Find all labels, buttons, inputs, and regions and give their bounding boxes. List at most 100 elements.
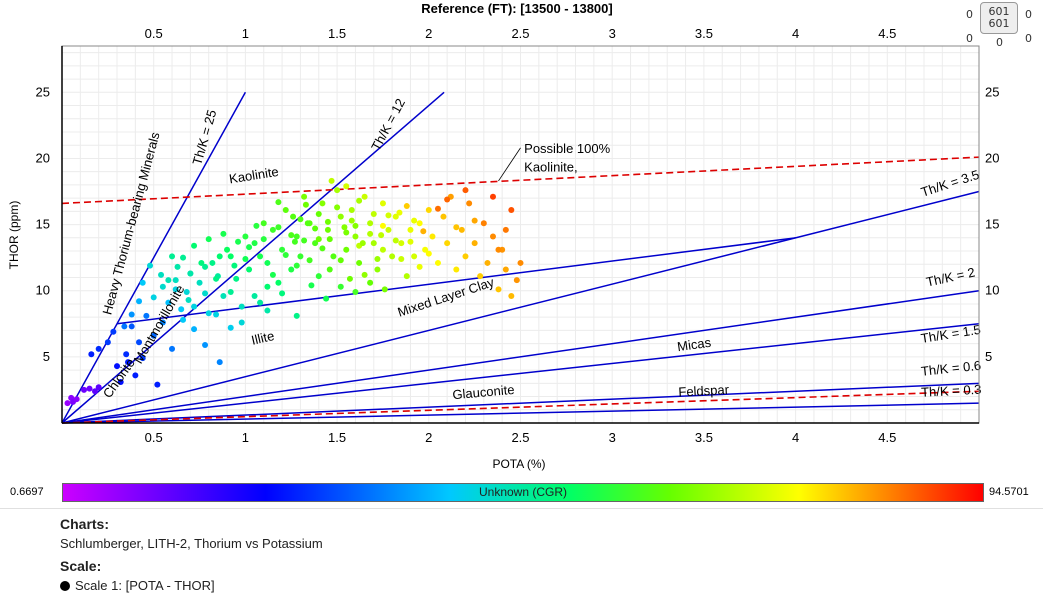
data-point <box>466 200 473 207</box>
zone-label: Glauconite <box>452 382 515 402</box>
data-point <box>169 345 176 352</box>
x-tick-label-bottom: 1.5 <box>328 430 346 445</box>
data-point <box>114 363 121 370</box>
colorbar-min-label: 0.6697 <box>10 486 44 498</box>
data-point <box>235 238 242 245</box>
data-point <box>246 244 253 251</box>
y-tick-label-left: 20 <box>36 150 50 165</box>
charts-value: Schlumberger, LITH-2, Thorium vs Potassi… <box>60 536 323 551</box>
data-point <box>139 355 146 362</box>
data-point <box>462 253 469 260</box>
data-point <box>356 197 363 204</box>
x-tick-label-top: 3.5 <box>695 26 713 41</box>
data-point <box>178 306 185 313</box>
data-point <box>279 246 286 253</box>
data-point <box>165 277 172 284</box>
data-point <box>484 259 491 266</box>
ratio-line <box>61 402 980 424</box>
x-tick-label-bottom: 0.5 <box>145 430 163 445</box>
data-point <box>301 237 308 244</box>
data-point <box>128 323 135 330</box>
x-tick-label-top: 0.5 <box>145 26 163 41</box>
data-point <box>324 226 331 233</box>
data-point <box>495 246 502 253</box>
data-point <box>282 252 289 259</box>
data-point <box>319 245 326 252</box>
data-point <box>398 240 405 247</box>
data-point <box>291 238 298 245</box>
data-point <box>343 183 350 190</box>
data-point <box>330 253 337 260</box>
data-point <box>183 289 190 296</box>
chart-canvas: Reference (FT): [13500 - 13800] Th/K = 2… <box>7 1 999 471</box>
data-point <box>150 294 157 301</box>
data-point <box>191 303 198 310</box>
counter-box-top: 601 <box>988 5 1010 18</box>
data-point <box>172 277 179 284</box>
data-point <box>302 201 309 208</box>
ratio-line <box>61 289 980 424</box>
data-point <box>104 339 111 346</box>
data-point <box>346 275 353 282</box>
colorbar-max-label: 94.5701 <box>989 486 1029 498</box>
zone-label: Micas <box>676 335 712 355</box>
counter-box[interactable]: 601 601 <box>980 2 1018 34</box>
data-point <box>453 266 460 273</box>
data-point <box>389 253 396 260</box>
data-point <box>458 226 465 233</box>
x-tick-label-top: 1.5 <box>328 26 346 41</box>
data-point <box>411 253 418 260</box>
data-point <box>370 240 377 247</box>
scale-heading: Scale: <box>60 558 102 574</box>
data-point <box>425 207 432 214</box>
data-point <box>398 255 405 262</box>
data-point <box>378 232 385 239</box>
data-point <box>158 271 165 278</box>
counter-right-top: 0 <box>1025 8 1032 21</box>
x-tick-label-bottom: 3.5 <box>695 430 713 445</box>
ratio-line <box>61 323 980 424</box>
data-point <box>297 253 304 260</box>
y-tick-label-left: 15 <box>36 217 50 232</box>
y-axis-title: THOR (ppm) <box>7 201 21 270</box>
data-point <box>374 266 381 273</box>
data-point <box>293 233 300 240</box>
data-point <box>513 277 520 284</box>
y-tick-label-left: 10 <box>36 283 50 298</box>
data-point <box>220 230 227 237</box>
data-point <box>213 275 220 282</box>
kaolinite-limit-line <box>61 156 980 205</box>
gridlines <box>62 46 979 423</box>
data-point <box>202 290 209 297</box>
data-point <box>337 283 344 290</box>
data-point <box>359 240 366 247</box>
data-point <box>403 273 410 280</box>
data-point <box>471 240 478 247</box>
data-point <box>174 263 181 270</box>
data-point <box>81 386 88 393</box>
scale-item[interactable]: Scale 1: [POTA - THOR] <box>60 578 215 593</box>
zone-label: Feldspar <box>678 382 730 400</box>
data-point <box>379 222 386 229</box>
x-tick-label-top: 3 <box>609 26 616 41</box>
data-point <box>253 222 260 229</box>
colorbar-name: Unknown (CGR) <box>478 485 568 499</box>
data-point <box>269 226 276 233</box>
data-point <box>429 233 436 240</box>
kaolinite-limit-label: Kaolinite, <box>524 160 577 175</box>
ratio-lines <box>61 91 980 424</box>
data-point <box>416 263 423 270</box>
x-tick-label-bottom: 4 <box>792 430 799 445</box>
data-point <box>334 204 341 211</box>
data-point <box>352 233 359 240</box>
data-point <box>187 270 194 277</box>
y-tick-label-right: 10 <box>985 283 999 298</box>
data-point <box>209 259 216 266</box>
data-point <box>117 378 124 385</box>
counter-box-bottom: 601 <box>988 17 1010 30</box>
data-point <box>477 273 484 280</box>
data-point <box>396 209 403 216</box>
ratio-line <box>61 91 445 424</box>
data-point <box>288 266 295 273</box>
color-scale-bar[interactable]: Unknown (CGR) <box>62 483 984 502</box>
